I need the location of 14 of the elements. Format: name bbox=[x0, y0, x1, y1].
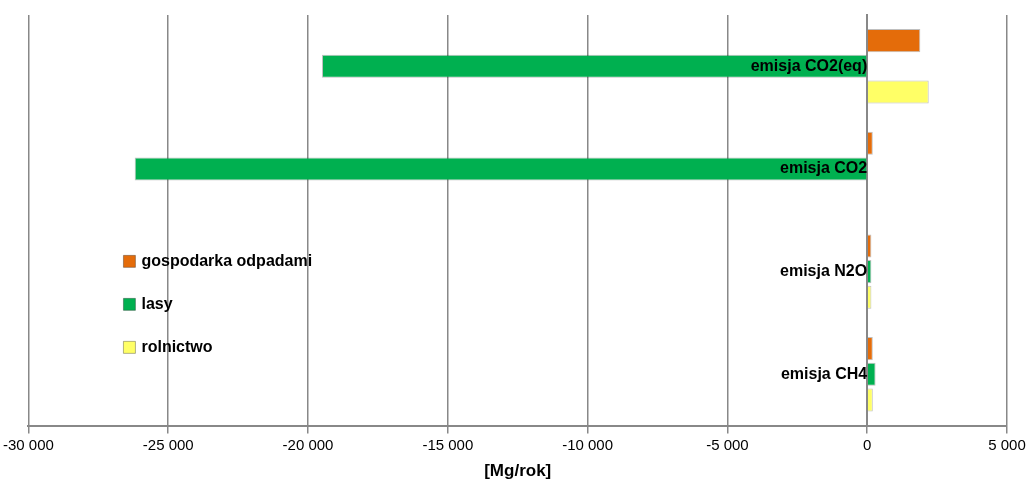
x-tick-label: 5 000 bbox=[988, 435, 1026, 453]
x-tick-label: -20 000 bbox=[282, 435, 334, 453]
x-tick-label: -10 000 bbox=[562, 435, 614, 453]
y-tick-label: emisja N2O bbox=[780, 262, 868, 280]
x-tick-label: -5 000 bbox=[706, 435, 749, 453]
y-tick-label: emisja CH4 bbox=[780, 364, 868, 382]
x-axis-title: [Mg/rok] bbox=[484, 461, 552, 481]
x-tick-label: -30 000 bbox=[3, 435, 54, 453]
legend-label: rolnictwo bbox=[141, 337, 213, 355]
x-tick-label: -15 000 bbox=[422, 435, 474, 453]
x-tick-label: -25 000 bbox=[142, 435, 194, 453]
legend-label: lasy bbox=[141, 294, 173, 312]
x-tick-label: 0 bbox=[863, 435, 872, 453]
legend-label: gospodarka odpadami bbox=[141, 251, 313, 269]
